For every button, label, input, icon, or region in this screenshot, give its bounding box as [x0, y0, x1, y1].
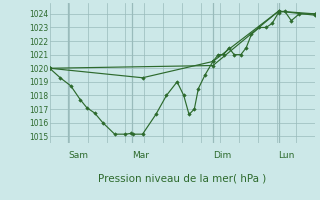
Text: Sam: Sam [68, 151, 88, 160]
Text: Lun: Lun [278, 151, 295, 160]
Text: Dim: Dim [213, 151, 231, 160]
Text: Mar: Mar [132, 151, 149, 160]
Text: Pression niveau de la mer( hPa ): Pression niveau de la mer( hPa ) [98, 174, 267, 184]
